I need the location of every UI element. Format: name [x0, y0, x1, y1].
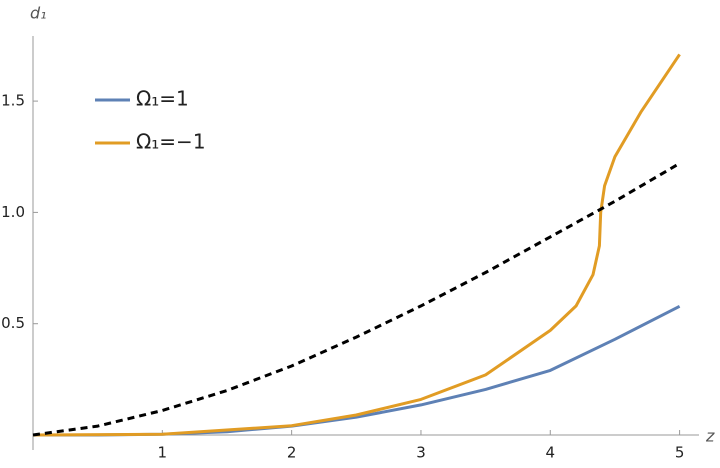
x-tick-label: 5 — [675, 444, 685, 462]
x-tick-label: 2 — [287, 444, 297, 462]
legend-label: Ω₁=−1 — [136, 130, 206, 154]
series-line — [32, 162, 681, 437]
y-tick-label: 0.5 — [1, 314, 25, 332]
series-line — [32, 53, 681, 437]
legend: Ω₁=1 Ω₁=−1 — [95, 87, 206, 154]
x-tick-label: 3 — [416, 444, 426, 462]
y-tick-label: 1.0 — [1, 203, 25, 221]
x-tick-label: 1 — [158, 444, 168, 462]
legend-label: Ω₁=1 — [136, 87, 189, 111]
x-axis-label: z — [705, 427, 715, 446]
y-axis-label: d₁ — [30, 4, 47, 23]
x-tick-label: 4 — [546, 444, 556, 462]
y-tick-label: 1.5 — [1, 92, 25, 110]
